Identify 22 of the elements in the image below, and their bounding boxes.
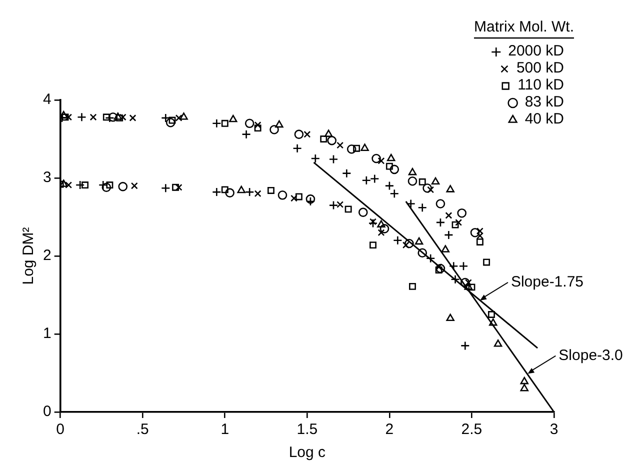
annotation: Slope-3.0 — [558, 346, 623, 364]
x-tick-label: 2 — [385, 421, 394, 438]
x-tick-label: 2.5 — [461, 421, 482, 438]
x-tick-label: 1 — [220, 421, 230, 438]
y-tick-label: 2 — [43, 247, 52, 264]
x-tick-label: 3 — [550, 421, 558, 438]
y-tick-label: 0 — [43, 403, 52, 420]
legend-label: 40 kD — [524, 110, 564, 128]
x-axis-title: Log c — [288, 444, 326, 462]
legend-label: 500 kD — [516, 60, 564, 77]
y-tick-label: 1 — [43, 325, 52, 342]
legend-title: Matrix Mol. Wt. — [474, 18, 574, 36]
x-tick-label: 0 — [56, 421, 65, 438]
x-tick-label: .5 — [136, 421, 149, 438]
annotation: Slope-1.75 — [510, 274, 584, 291]
legend-label: 2000 kD — [508, 42, 564, 60]
y-tick-label: 3 — [43, 169, 52, 186]
y-axis-title: Log DM² — [20, 227, 38, 285]
legend-label: 83 kD — [524, 94, 564, 111]
x-tick-label: 1.5 — [296, 421, 318, 438]
y-tick-label: 4 — [43, 91, 52, 108]
legend-label: 110 kD — [518, 76, 564, 94]
